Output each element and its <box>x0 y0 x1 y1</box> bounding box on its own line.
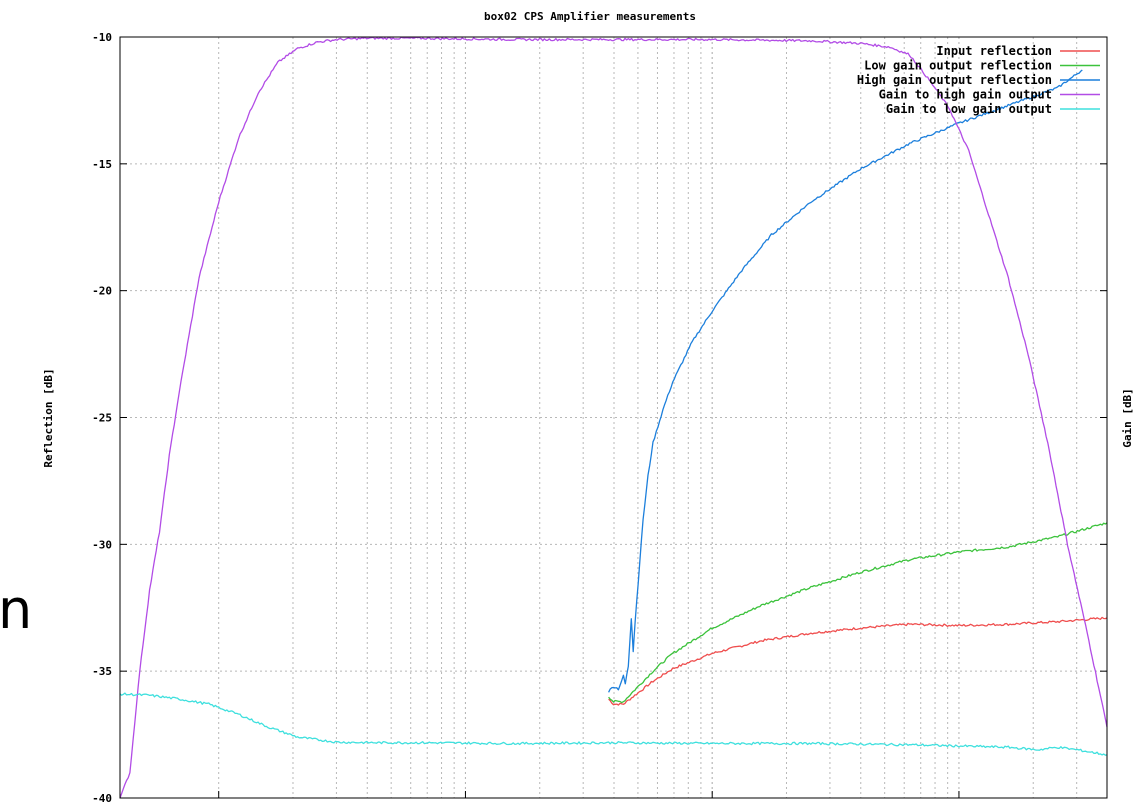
legend-entry-label: Input reflection <box>936 44 1052 58</box>
series-line <box>608 522 1108 704</box>
series-line <box>119 692 1108 756</box>
y-tick-label: -25 <box>92 412 112 425</box>
series-layer <box>119 36 1108 799</box>
y-tick-label: -40 <box>92 792 112 805</box>
y-tick-label: -10 <box>92 31 112 44</box>
series-line <box>608 69 1083 693</box>
secondary-y-axis-label: Gain [dB] <box>1121 388 1133 448</box>
series-line <box>608 616 1108 706</box>
legend-entry-label: High gain output reflection <box>857 73 1052 87</box>
y-axis: -10 -15 -20 -25 -30 -35 -40 <box>92 31 1107 805</box>
grid-lines <box>120 36 1107 799</box>
edge-text-fragment: n <box>0 578 32 641</box>
y-tick-label: -20 <box>92 285 112 298</box>
legend-entry-label: Low gain output reflection <box>864 59 1052 73</box>
plot-frame <box>119 36 1108 799</box>
y-tick-label: -15 <box>92 158 112 171</box>
y-tick-label: -35 <box>92 665 112 678</box>
series-line <box>119 36 1108 799</box>
chart-title: box02 CPS Amplifier measurements <box>484 10 696 23</box>
legend-entry-label: Gain to low gain output <box>886 102 1052 116</box>
y-tick-label: -30 <box>92 538 112 551</box>
y-axis-label: Reflection [dB] <box>42 368 55 467</box>
legend-entry-label: Gain to high gain output <box>879 88 1052 102</box>
